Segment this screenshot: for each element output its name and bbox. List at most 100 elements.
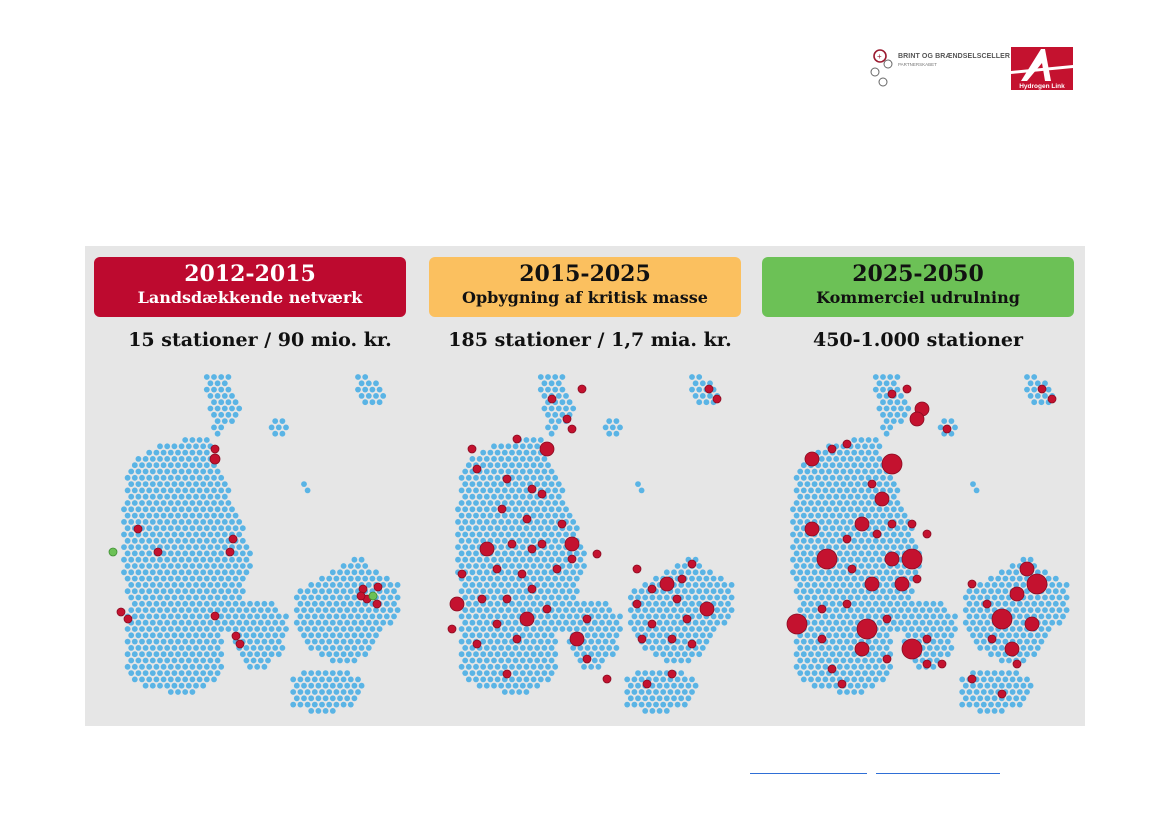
land-dot	[178, 468, 185, 475]
land-dot	[678, 619, 685, 626]
land-dot	[337, 670, 343, 676]
land-dot	[883, 645, 890, 651]
land-dot	[833, 468, 840, 475]
land-dot	[573, 575, 580, 582]
land-dot	[376, 386, 383, 393]
land-dot	[185, 443, 192, 450]
source-link-2[interactable]	[876, 773, 1000, 776]
land-dot	[494, 638, 501, 645]
land-dot	[483, 657, 490, 664]
land-dot	[131, 626, 138, 632]
land-dot	[1042, 380, 1048, 387]
land-dot	[844, 689, 850, 695]
land-dot	[178, 569, 185, 576]
land-dot	[124, 512, 131, 519]
land-dot	[1020, 556, 1027, 563]
land-dot	[329, 708, 336, 714]
land-dot	[905, 619, 912, 626]
land-dot	[811, 481, 818, 487]
land-dot	[232, 575, 239, 582]
land-dot	[164, 619, 171, 626]
source-link-1[interactable]	[750, 773, 867, 776]
land-dot	[250, 607, 257, 613]
land-dot	[880, 563, 886, 569]
land-dot	[358, 380, 365, 387]
land-dot	[854, 556, 861, 563]
land-dot	[142, 569, 149, 576]
land-dot	[681, 626, 688, 632]
land-dot	[527, 493, 533, 500]
land-dot	[887, 626, 894, 632]
land-dot	[509, 689, 515, 695]
land-dot	[548, 556, 555, 563]
land-dot	[178, 632, 185, 639]
land-dot	[703, 575, 710, 582]
land-dot	[139, 462, 145, 469]
land-dot	[609, 424, 616, 431]
land-dot	[685, 594, 692, 601]
land-dot	[555, 544, 562, 550]
land-dot	[880, 537, 886, 544]
land-dot	[355, 563, 361, 569]
land-dot	[671, 695, 677, 702]
land-dot	[498, 682, 505, 689]
land-dot	[157, 607, 163, 613]
land-dot	[599, 657, 605, 664]
land-dot	[487, 512, 494, 519]
land-dot	[465, 512, 472, 519]
land-dot	[552, 575, 559, 582]
land-dot	[707, 594, 713, 601]
land-dot	[232, 588, 239, 595]
land-dot	[261, 651, 268, 658]
land-dot	[509, 588, 515, 595]
land-dot	[465, 550, 472, 557]
land-dot	[153, 588, 160, 595]
land-dot	[171, 594, 178, 601]
land-dot	[552, 424, 559, 431]
land-dot	[167, 663, 174, 670]
land-dot	[692, 619, 699, 626]
land-dot	[268, 638, 275, 645]
land-dot	[523, 525, 530, 532]
land-dot	[696, 588, 703, 595]
land-dot	[566, 525, 573, 532]
land-dot	[671, 607, 677, 613]
land-dot	[164, 582, 171, 588]
land-dot	[355, 626, 361, 632]
land-dot	[894, 525, 901, 532]
station-marker	[502, 474, 512, 484]
land-dot	[563, 569, 569, 576]
station-marker	[235, 639, 245, 649]
land-dot	[146, 462, 153, 469]
land-dot	[656, 708, 663, 714]
land-dot	[552, 588, 559, 595]
land-dot	[980, 588, 987, 595]
land-dot	[898, 519, 904, 525]
land-dot	[862, 493, 868, 500]
land-dot	[876, 443, 883, 450]
land-dot	[595, 613, 602, 620]
land-dot	[1020, 695, 1027, 702]
land-dot	[1013, 569, 1020, 576]
land-dot	[962, 594, 969, 601]
land-dot	[833, 506, 840, 513]
land-dot	[872, 638, 879, 645]
land-dot	[898, 531, 904, 538]
land-dot	[337, 682, 343, 689]
land-dot	[563, 531, 569, 538]
land-dot	[649, 632, 656, 639]
land-dot	[167, 462, 174, 469]
land-dot	[185, 619, 192, 626]
land-dot	[171, 456, 178, 462]
land-dot	[189, 676, 196, 683]
land-dot	[912, 544, 919, 550]
land-dot	[387, 594, 394, 601]
land-dot	[656, 682, 663, 689]
land-dot	[203, 600, 210, 607]
land-dot	[344, 695, 351, 702]
land-dot	[211, 537, 217, 544]
land-dot	[153, 563, 160, 569]
land-dot	[322, 645, 329, 651]
land-dot	[898, 418, 904, 424]
land-dot	[851, 689, 858, 695]
